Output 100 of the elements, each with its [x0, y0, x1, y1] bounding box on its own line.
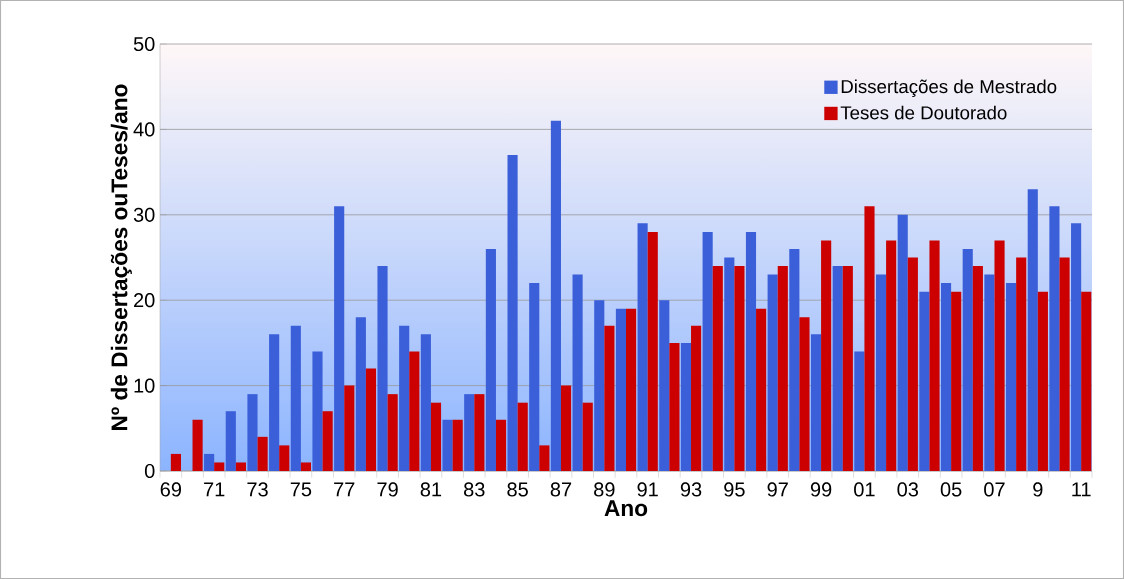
y-tick-label: 30 [133, 207, 155, 222]
bar [712, 266, 723, 471]
bar [355, 317, 366, 471]
bar [399, 325, 410, 471]
bar [886, 240, 897, 471]
x-tick-label: 73 [247, 482, 268, 497]
bar [626, 308, 637, 471]
bar [951, 291, 962, 471]
bar [842, 266, 853, 471]
bar [789, 248, 800, 471]
bar [365, 368, 377, 471]
x-tick-label: 93 [680, 482, 702, 497]
bar [940, 283, 952, 471]
bar [170, 453, 181, 471]
bar [464, 394, 475, 471]
x-tick-label: 9 [1033, 482, 1043, 497]
y-tick-label: 50 [133, 36, 155, 52]
bar [474, 394, 485, 471]
x-tick-label: 05 [940, 482, 962, 497]
bar [420, 334, 431, 471]
bar [452, 419, 463, 471]
bar [659, 300, 670, 471]
bar [517, 402, 528, 471]
bar [300, 462, 312, 471]
x-tick-label: 75 [290, 482, 312, 497]
bar [962, 248, 973, 471]
bar [777, 266, 788, 471]
x-tick-label: 83 [464, 482, 485, 497]
bar [907, 257, 918, 471]
bar [929, 240, 940, 471]
legend-label: Dissertações de Mestrado [841, 79, 1057, 97]
bar [972, 266, 983, 471]
bar [539, 445, 550, 471]
bar [409, 351, 420, 471]
x-tick-label: 85 [507, 482, 528, 497]
bar [1027, 189, 1038, 471]
bar [430, 402, 442, 471]
bar [669, 342, 680, 471]
y-axis-title: Nº de Dissertações ouTeses/ano [110, 84, 132, 430]
bar [1081, 291, 1092, 471]
bar [279, 445, 290, 471]
x-tick-label: 01 [854, 482, 875, 497]
bar [799, 317, 810, 471]
bar [204, 453, 215, 471]
x-tick-label: 11 [1072, 482, 1091, 497]
bar [312, 351, 323, 471]
bar [854, 351, 865, 471]
bar [1037, 291, 1048, 471]
bar [572, 274, 583, 471]
bar [235, 462, 246, 471]
bar [507, 155, 518, 471]
y-tick-label: 0 [144, 463, 155, 479]
bar [637, 223, 648, 471]
x-tick-label: 91 [637, 482, 658, 497]
bar [257, 436, 268, 471]
x-tick-label: 69 [160, 482, 181, 497]
x-tick-label: 99 [810, 482, 832, 497]
x-tick-label: 87 [550, 482, 572, 497]
x-axis-title: Ano [604, 500, 648, 517]
x-tick-label: 71 [204, 482, 225, 497]
bar [442, 419, 453, 471]
bar [322, 411, 333, 471]
bar [495, 419, 507, 471]
bar [832, 266, 843, 471]
bar [1071, 223, 1082, 471]
bar [387, 394, 398, 471]
bar [984, 274, 995, 471]
bar [1016, 257, 1027, 471]
bar [875, 274, 887, 471]
bar [247, 394, 258, 471]
y-tick-label: 20 [134, 293, 155, 308]
y-tick-label: 10 [134, 378, 155, 393]
bar [756, 308, 767, 471]
bar [594, 300, 605, 471]
bar [1049, 206, 1060, 471]
bar [344, 385, 355, 471]
legend-label: Teses de Doutorado [840, 105, 1007, 120]
bar [550, 120, 561, 471]
bar [377, 266, 388, 471]
bar [582, 402, 593, 471]
x-tick-label: 79 [377, 482, 398, 497]
bar [269, 334, 280, 471]
bar [615, 308, 627, 471]
bar [821, 240, 832, 471]
bar [214, 462, 225, 471]
bar [897, 214, 908, 471]
bar [680, 342, 692, 471]
bar [810, 334, 822, 471]
bar [334, 206, 345, 471]
x-tick-label: 07 [984, 482, 1005, 497]
bar [864, 206, 875, 471]
bar [529, 283, 540, 471]
bar [290, 325, 301, 471]
bar [691, 325, 702, 471]
bar [604, 325, 615, 471]
bar [724, 257, 735, 471]
x-tick-label: 77 [334, 482, 355, 497]
x-tick-label: 89 [594, 482, 615, 497]
bar [919, 291, 930, 471]
bar [485, 248, 496, 471]
